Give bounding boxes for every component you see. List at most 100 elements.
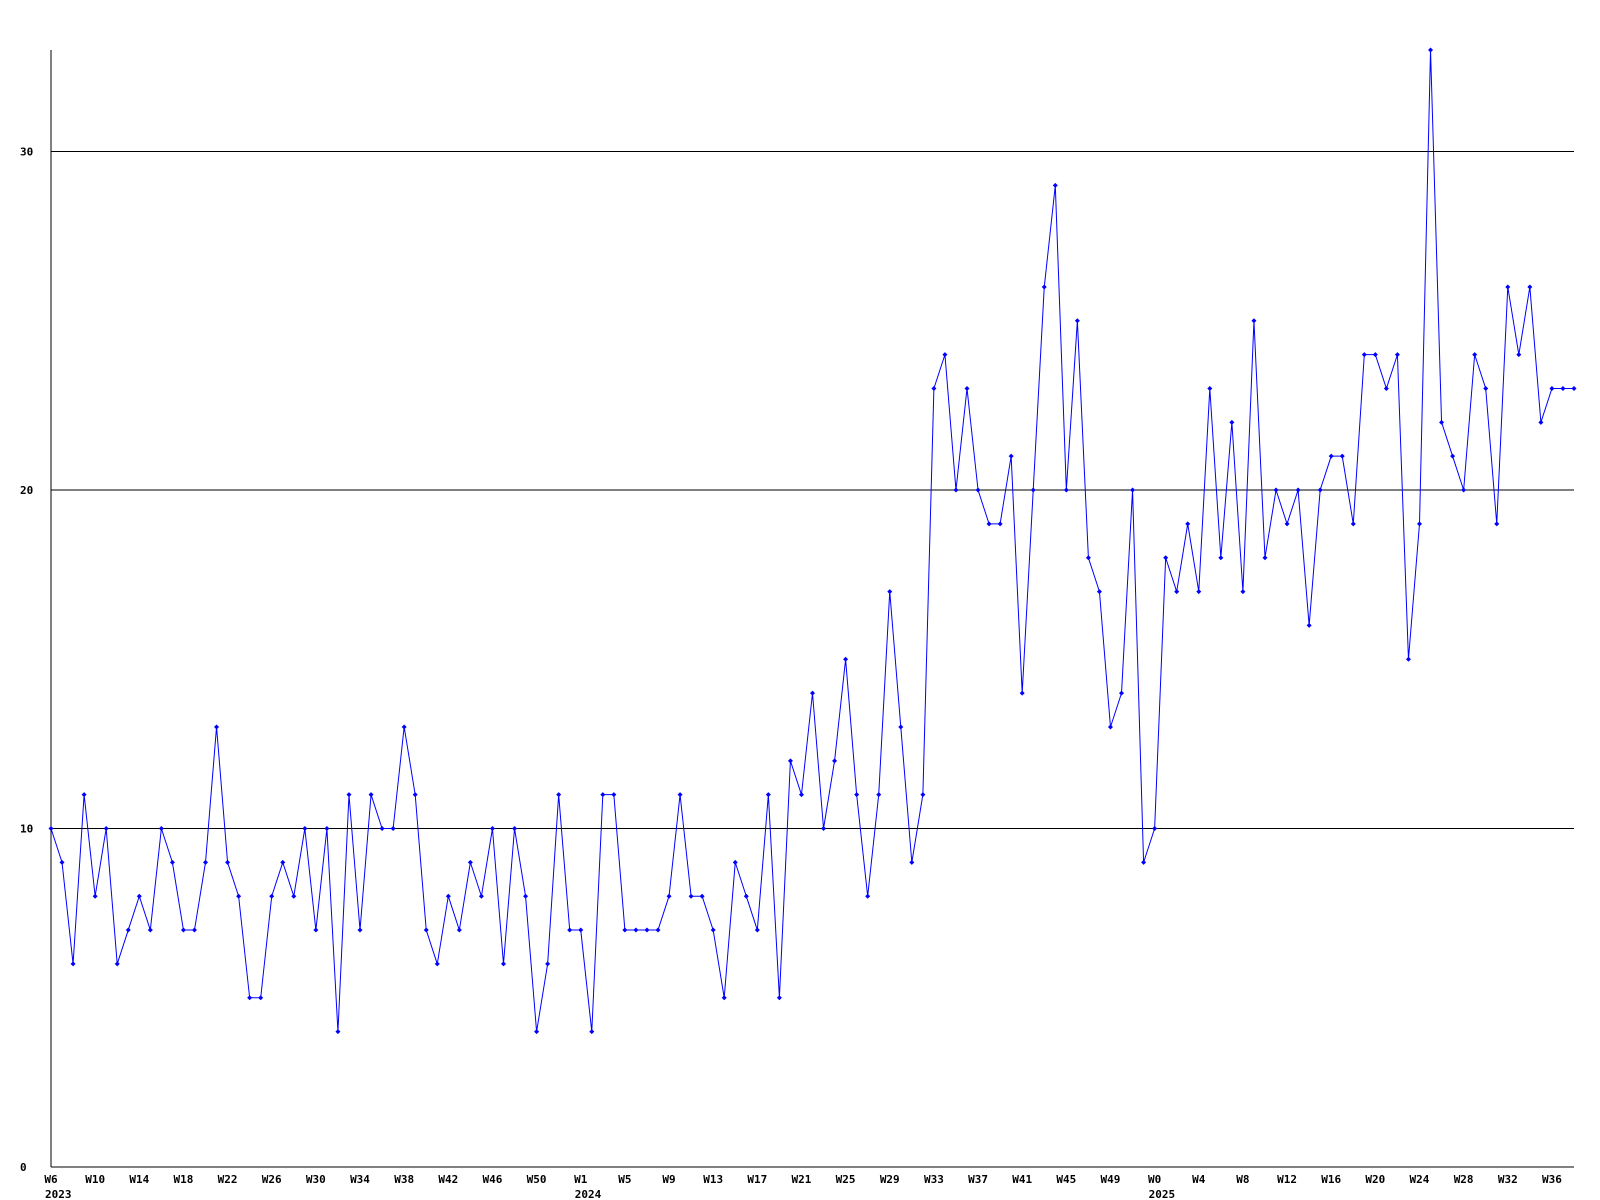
point-marker [1405, 656, 1411, 662]
point-marker [423, 927, 429, 933]
point-marker [324, 826, 330, 832]
point-marker [854, 792, 860, 798]
point-marker [644, 927, 650, 933]
point-marker [269, 893, 275, 899]
point-marker [1273, 487, 1279, 493]
point-marker [1196, 589, 1202, 595]
point-marker [1560, 385, 1566, 391]
point-marker [721, 995, 727, 1001]
point-marker [478, 893, 484, 899]
point-marker [1372, 352, 1378, 358]
point-marker [1571, 385, 1577, 391]
point-marker [589, 1029, 595, 1035]
point-marker [622, 927, 628, 933]
y-tick-label: 0 [20, 1161, 27, 1174]
point-marker [997, 521, 1003, 527]
point-marker [666, 893, 672, 899]
point-marker [1472, 352, 1478, 358]
point-marker [1383, 385, 1389, 391]
point-marker [710, 927, 716, 933]
y-tick-label: 10 [20, 823, 33, 836]
point-marker [346, 792, 352, 798]
point-marker [578, 927, 584, 933]
point-marker [191, 927, 197, 933]
point-marker [1019, 690, 1025, 696]
point-marker [832, 758, 838, 764]
x-tick-label: W34 [350, 1173, 370, 1186]
point-marker [81, 792, 87, 798]
point-marker [1350, 521, 1356, 527]
point-marker [103, 826, 109, 832]
x-tick-label: W46 [483, 1173, 503, 1186]
point-marker [1439, 419, 1445, 425]
point-marker [787, 758, 793, 764]
point-marker [48, 826, 54, 832]
point-marker [732, 859, 738, 865]
point-marker [1394, 352, 1400, 358]
point-marker [1185, 521, 1191, 527]
point-marker [1030, 487, 1036, 493]
point-marker [677, 792, 683, 798]
point-marker [909, 859, 915, 865]
point-marker [1483, 385, 1489, 391]
point-marker [688, 893, 694, 899]
point-marker [412, 792, 418, 798]
y-tick-label: 30 [20, 146, 33, 159]
point-marker [434, 961, 440, 967]
point-marker [390, 826, 396, 832]
point-marker [887, 589, 893, 595]
point-marker [743, 893, 749, 899]
point-marker [368, 792, 374, 798]
point-marker [512, 826, 518, 832]
x-tick-label: W4 [1192, 1173, 1206, 1186]
x-tick-label: W1 [574, 1173, 588, 1186]
point-marker [1295, 487, 1301, 493]
point-marker [401, 724, 407, 730]
x-tick-label: W41 [1012, 1173, 1032, 1186]
point-marker [500, 961, 506, 967]
point-marker [147, 927, 153, 933]
point-marker [1428, 47, 1434, 53]
point-marker [798, 792, 804, 798]
point-marker [567, 927, 573, 933]
point-marker [600, 792, 606, 798]
point-marker [467, 859, 473, 865]
series-line [50, 49, 1574, 1032]
x-tick-label: W8 [1236, 1173, 1249, 1186]
point-marker [1339, 453, 1345, 459]
point-marker [1306, 622, 1312, 628]
x-tick-label: W6 [44, 1173, 58, 1186]
x-tick-label: W28 [1454, 1173, 1474, 1186]
x-tick-label: W5 [618, 1173, 631, 1186]
x-tick-label: W30 [306, 1173, 326, 1186]
point-marker [821, 826, 827, 832]
point-marker [523, 893, 529, 899]
point-marker [611, 792, 617, 798]
x-tick-label: W13 [703, 1173, 723, 1186]
point-marker [180, 927, 186, 933]
point-marker [1052, 182, 1058, 188]
point-marker [1549, 385, 1555, 391]
x-tick-label: W16 [1321, 1173, 1341, 1186]
x-tick-label: W37 [968, 1173, 988, 1186]
point-marker [876, 792, 882, 798]
x-tick-label: W10 [85, 1173, 105, 1186]
point-marker [1516, 352, 1522, 358]
point-marker [964, 385, 970, 391]
x-tick-label: W12 [1277, 1173, 1297, 1186]
point-marker [280, 859, 286, 865]
point-marker [1074, 318, 1080, 324]
point-marker [865, 893, 871, 899]
point-marker [456, 927, 462, 933]
point-marker [843, 656, 849, 662]
point-marker [765, 792, 771, 798]
point-marker [1207, 385, 1213, 391]
point-marker [986, 521, 992, 527]
x-tick-label: W42 [438, 1173, 458, 1186]
point-marker [545, 961, 551, 967]
point-marker [556, 792, 562, 798]
point-marker [1141, 859, 1147, 865]
x-tick-label: W32 [1498, 1173, 1518, 1186]
point-marker [810, 690, 815, 696]
